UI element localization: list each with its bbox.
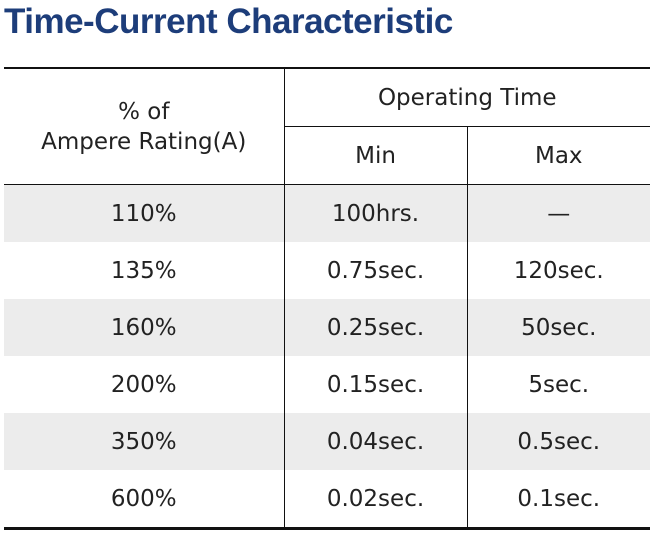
table-cell: 100hrs. xyxy=(284,184,468,242)
header-row: % of Ampere Rating(A) Operating Time xyxy=(4,68,650,185)
table-row: 160% 0.25sec. 50sec. xyxy=(4,299,650,356)
table-row: 110% 100hrs. — xyxy=(4,184,650,242)
table-cell: — xyxy=(467,184,650,242)
table-cell: 0.5sec. xyxy=(467,413,650,470)
group-header: Operating Time xyxy=(284,68,650,127)
table-cell: 0.15sec. xyxy=(284,356,468,413)
characteristic-table: % of Ampere Rating(A) Operating Time Min… xyxy=(4,67,650,530)
table-cell: 5sec. xyxy=(528,371,590,398)
table-row: 200% 0.15sec. 5sec. xyxy=(4,356,650,413)
table-cell: 160% xyxy=(4,299,285,356)
table-cell: 120sec. xyxy=(513,257,604,284)
table-header: % of Ampere Rating(A) Operating Time Min… xyxy=(4,68,650,185)
table-cell: 0.25sec. xyxy=(284,299,468,356)
table-cell: 110% xyxy=(4,184,285,242)
table-cell: 50sec. xyxy=(467,299,650,356)
table-cell: 200% xyxy=(4,356,285,413)
table-cell: 0.02sec. xyxy=(284,470,468,529)
table-cell: 350% xyxy=(4,413,285,470)
table-cell: 0.1sec. xyxy=(517,485,601,512)
table-row: 135% 0.75sec. 120sec. xyxy=(4,242,650,299)
header-row: Min Max xyxy=(4,126,650,185)
table-cell: 0.75sec. xyxy=(284,242,468,299)
table-cell: 0.04sec. xyxy=(284,413,468,470)
table-row: 600% 0.02sec. 0.1sec. xyxy=(4,470,650,529)
table-cell: 135% xyxy=(4,242,285,299)
table-body: 110% 100hrs. —135% 0.75sec. 120sec. 160% 0.25s… xyxy=(4,184,650,529)
max-header: Max xyxy=(467,126,650,185)
table-row: 350% 0.04sec. 0.5sec. xyxy=(4,413,650,470)
title: Time-Current Characteristic xyxy=(4,2,453,41)
rating-header: % of Ampere Rating(A) xyxy=(4,68,285,185)
table-cell: 600% xyxy=(4,470,285,529)
min-header: Min xyxy=(284,126,468,185)
